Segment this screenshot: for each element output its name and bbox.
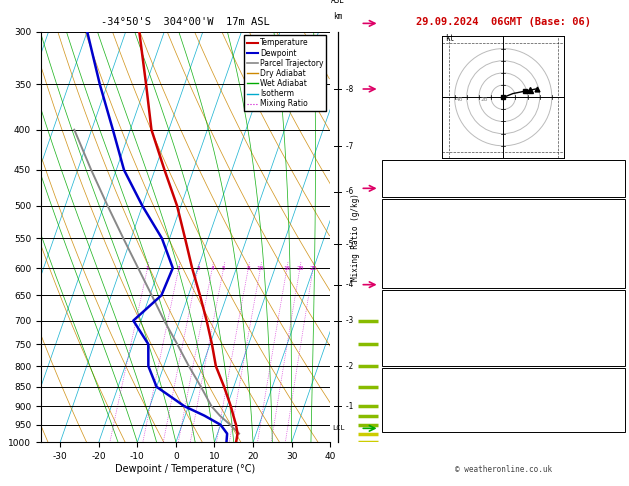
Text: Totals Totals: Totals Totals: [386, 174, 455, 184]
Text: 29.09.2024  06GMT (Base: 06): 29.09.2024 06GMT (Base: 06): [416, 17, 591, 27]
Text: -2: -2: [344, 362, 353, 371]
Text: 1.51: 1.51: [599, 187, 621, 196]
Text: -34°50'S  304°00'W  17m ASL: -34°50'S 304°00'W 17m ASL: [101, 17, 270, 27]
Text: 2: 2: [177, 265, 181, 271]
Text: θₑ(K): θₑ(K): [386, 239, 413, 248]
Text: ASL: ASL: [331, 0, 345, 5]
Text: CAPE (J): CAPE (J): [386, 264, 428, 273]
Text: 317: 317: [604, 317, 621, 326]
Legend: Temperature, Dewpoint, Parcel Trajectory, Dry Adiabat, Wet Adiabat, Isotherm, Mi: Temperature, Dewpoint, Parcel Trajectory…: [244, 35, 326, 111]
Text: 10: 10: [257, 265, 264, 271]
Text: PW (cm): PW (cm): [386, 187, 423, 196]
Text: 46: 46: [610, 396, 621, 404]
Text: 25: 25: [309, 265, 317, 271]
Text: -6: -6: [344, 188, 353, 196]
Text: Pressure (mb): Pressure (mb): [386, 305, 455, 313]
Text: -1: -1: [344, 402, 353, 411]
Y-axis label: hPa: hPa: [0, 228, 3, 246]
Text: -4: -4: [344, 280, 353, 289]
Text: -15: -15: [604, 162, 621, 172]
Text: θₑ (K): θₑ (K): [386, 317, 418, 326]
Text: 1: 1: [146, 265, 150, 271]
Text: © weatheronline.co.uk: © weatheronline.co.uk: [455, 465, 552, 474]
Text: km: km: [333, 12, 342, 21]
Text: LCL: LCL: [333, 425, 345, 432]
Text: K: K: [386, 162, 391, 172]
Text: 30: 30: [610, 174, 621, 184]
Text: 0: 0: [615, 343, 621, 351]
Text: 0: 0: [615, 264, 621, 273]
Text: Lifted Index: Lifted Index: [386, 252, 450, 260]
Text: Surface: Surface: [484, 201, 522, 210]
Text: 13.1: 13.1: [599, 226, 621, 235]
Text: -31: -31: [604, 383, 621, 392]
Text: Most Unstable: Most Unstable: [468, 292, 538, 301]
Text: 313: 313: [604, 239, 621, 248]
Text: -7: -7: [344, 142, 353, 151]
Text: 0: 0: [615, 277, 621, 286]
Text: 16: 16: [283, 265, 291, 271]
Text: -5: -5: [344, 240, 353, 249]
Text: CAPE (J): CAPE (J): [386, 343, 428, 351]
Text: 4: 4: [211, 265, 214, 271]
X-axis label: Dewpoint / Temperature (°C): Dewpoint / Temperature (°C): [116, 464, 255, 474]
Text: Lifted Index: Lifted Index: [386, 330, 450, 339]
Text: Temp (°C): Temp (°C): [386, 214, 434, 223]
Text: StmDir: StmDir: [386, 408, 418, 417]
Text: Hodograph: Hodograph: [479, 370, 527, 379]
Text: 7: 7: [615, 252, 621, 260]
Text: StmSpd (kt): StmSpd (kt): [386, 421, 445, 430]
Text: 293°: 293°: [599, 408, 621, 417]
Text: 40: 40: [456, 97, 464, 102]
Text: 20: 20: [296, 265, 304, 271]
Text: -8: -8: [344, 85, 353, 93]
Text: 0: 0: [615, 355, 621, 364]
Text: CIN (J): CIN (J): [386, 277, 423, 286]
Text: Mixing Ratio (g/kg): Mixing Ratio (g/kg): [351, 193, 360, 281]
Text: CIN (J): CIN (J): [386, 355, 423, 364]
Text: Dewp (°C): Dewp (°C): [386, 226, 434, 235]
Text: -3: -3: [344, 316, 353, 325]
Text: 8: 8: [247, 265, 250, 271]
Text: 5: 5: [222, 265, 226, 271]
Text: 20: 20: [480, 97, 487, 102]
Text: SREH: SREH: [386, 396, 407, 404]
Text: 3: 3: [196, 265, 200, 271]
Text: kt: kt: [445, 35, 454, 43]
Text: 975: 975: [604, 305, 621, 313]
Text: EH: EH: [386, 383, 396, 392]
Text: 5: 5: [615, 330, 621, 339]
Text: 15.6: 15.6: [599, 214, 621, 223]
Text: 20: 20: [610, 421, 621, 430]
